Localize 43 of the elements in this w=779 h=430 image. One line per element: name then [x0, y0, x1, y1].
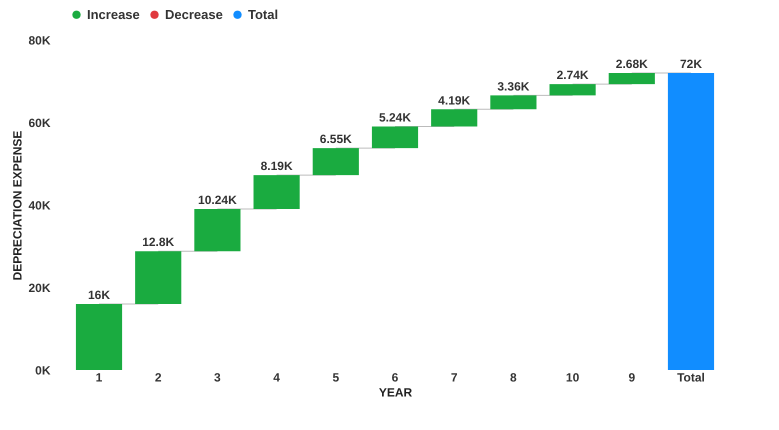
x-tick-label: 5: [332, 370, 340, 384]
y-tick-label: 60K: [28, 116, 51, 130]
bar: [431, 109, 478, 127]
legend-label: Total: [248, 6, 278, 22]
x-tick-label: 1: [96, 370, 103, 384]
data-label: 10.24K: [198, 192, 238, 207]
data-label: 16K: [88, 288, 110, 302]
x-tick-label: 7: [450, 370, 458, 384]
bar: [135, 251, 182, 304]
y-tick-label: 40K: [28, 198, 51, 212]
bar: [668, 73, 714, 370]
legend-label: Increase: [87, 6, 140, 22]
data-label: 8.19K: [260, 159, 293, 174]
data-label: 2.74K: [556, 68, 589, 82]
data-label: 5.24K: [378, 110, 412, 125]
bar: [76, 304, 122, 370]
x-tick-label: 10: [566, 370, 580, 384]
data-label: 6.55K: [320, 132, 352, 146]
data-label: 4.19K: [438, 93, 471, 108]
x-tick-label: 9: [628, 370, 636, 384]
data-label: 2.68K: [616, 57, 648, 72]
x-tick-label: 3: [214, 370, 222, 384]
y-tick-label: 20K: [28, 281, 51, 295]
bar: [194, 208, 240, 252]
bar: [490, 95, 536, 110]
x-axis-title: YEAR: [378, 386, 412, 400]
x-tick-label: 8: [510, 370, 518, 384]
x-tick-label: 6: [392, 370, 399, 384]
bar: [312, 148, 359, 176]
x-tick-label: 2: [154, 370, 162, 384]
bar: [608, 73, 655, 84]
data-label: 72K: [680, 57, 702, 71]
data-label: 3.36K: [497, 79, 530, 94]
legend-label: Decrease: [165, 6, 223, 22]
y-tick-label: 0K: [35, 364, 51, 378]
bar: [372, 126, 418, 148]
bar: [254, 175, 300, 209]
y-axis-title: DEPRECIATION EXPENSE: [10, 130, 24, 280]
y-tick-label: 80K: [28, 34, 51, 48]
x-tick-label: Total: [677, 370, 705, 384]
bar: [550, 84, 596, 96]
x-tick-label: 4: [273, 370, 280, 384]
data-label: 12.8K: [142, 235, 175, 250]
